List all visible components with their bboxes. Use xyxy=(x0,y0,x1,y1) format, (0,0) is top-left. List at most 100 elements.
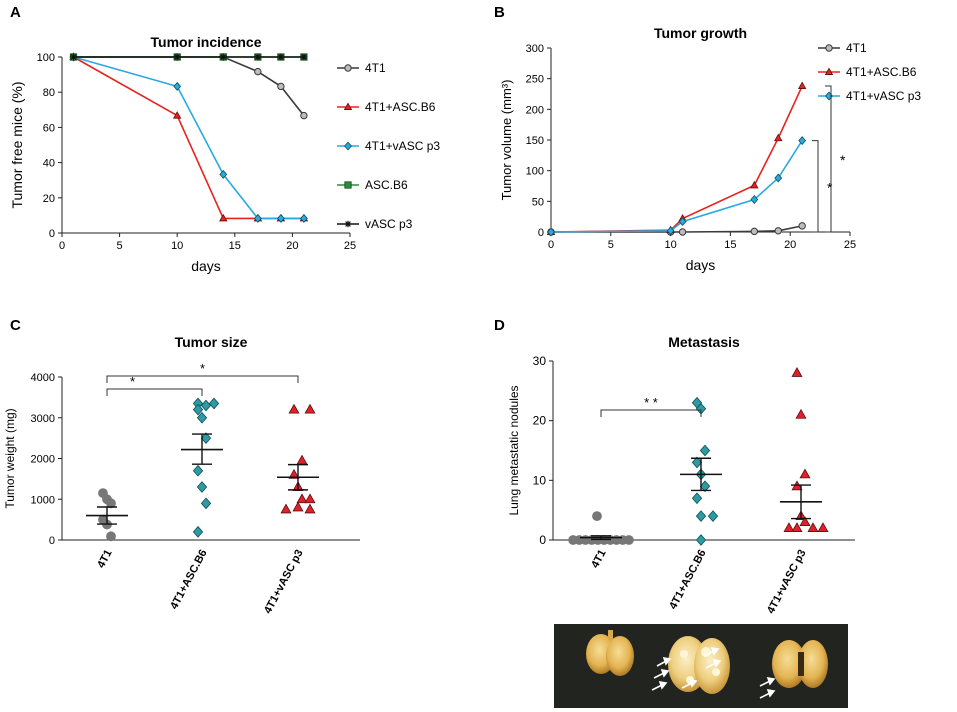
data-point xyxy=(592,511,602,522)
data-point xyxy=(106,531,116,542)
data-point xyxy=(678,217,687,227)
data-point xyxy=(624,535,634,545)
y-tick-label: 20 xyxy=(43,193,55,205)
data-point xyxy=(172,111,182,119)
significance-label: * xyxy=(130,374,135,389)
significance-label: * * xyxy=(644,395,658,410)
lung-photo xyxy=(554,624,848,708)
data-point xyxy=(699,444,711,457)
data-point xyxy=(173,81,182,91)
y-tick-label: 80 xyxy=(43,87,55,99)
data-point xyxy=(707,510,719,523)
y-tick-label: 3000 xyxy=(31,413,55,425)
y-tick-label: 100 xyxy=(37,52,55,64)
significance-label: * xyxy=(840,152,846,168)
y-tick-label: 300 xyxy=(526,43,544,55)
y-axis-label: Tumor free mice (%) xyxy=(9,81,25,208)
chart-title: Tumor incidence xyxy=(151,34,262,50)
significance-bracket xyxy=(825,85,832,233)
y-tick-label: 60 xyxy=(43,122,55,134)
legend-label: vASC p3 xyxy=(365,217,413,231)
data-point xyxy=(277,53,285,61)
data-point xyxy=(196,411,208,424)
legend-marker xyxy=(344,220,352,228)
y-tick-label: 40 xyxy=(43,158,55,170)
x-category-label: 4T1+ASC.B6 xyxy=(168,548,209,612)
legend-label: 4T1+vASC p3 xyxy=(846,89,921,103)
series-line-4T1+ASC.B6 xyxy=(550,85,803,233)
legend-marker xyxy=(344,141,352,151)
data-point xyxy=(254,67,262,76)
data-point xyxy=(280,503,292,514)
panel-d-metastasis-chart: Metastasis 0 10 20 30 Lung metastatic nodules… xyxy=(507,334,855,616)
y-tick-label: 0 xyxy=(49,535,55,547)
star-stroke xyxy=(220,54,227,60)
data-point xyxy=(304,493,316,504)
data-point xyxy=(192,464,204,477)
data-point xyxy=(70,53,77,61)
data-point xyxy=(817,522,829,532)
x-tick-label: 15 xyxy=(229,240,241,252)
data-point xyxy=(695,534,707,546)
legend-marker xyxy=(344,181,352,189)
x-tick-label: 5 xyxy=(608,239,614,251)
significance-bracket xyxy=(600,409,702,417)
panel-c-tumor-size-chart: Tumor size 0 1000 2000 3000 4000 Tumor weight … xyxy=(3,334,360,616)
x-category-label: 4T1+vASC p3 xyxy=(262,548,306,616)
x-category-label: 4T1+ASC.B6 xyxy=(667,548,708,612)
data-point xyxy=(791,367,803,377)
x-tick-label: 15 xyxy=(724,239,736,251)
chart-title: Metastasis xyxy=(668,334,740,350)
data-point xyxy=(296,493,308,504)
data-point xyxy=(774,173,783,183)
data-point xyxy=(798,222,806,230)
chart-title: Tumor growth xyxy=(654,25,747,41)
y-axis-label: Tumor weight (mg) xyxy=(3,408,17,508)
star-stroke xyxy=(174,54,181,60)
x-tick-label: 20 xyxy=(286,240,298,252)
x-category-label: 4T1 xyxy=(95,548,115,570)
y-tick-label: 2000 xyxy=(31,454,55,466)
data-point xyxy=(304,503,316,514)
y-tick-label: 200 xyxy=(526,104,544,116)
data-point xyxy=(253,213,262,223)
data-point xyxy=(192,525,204,538)
legend-marker xyxy=(343,102,353,110)
significance-label: * xyxy=(200,361,205,376)
significance-bracket xyxy=(106,388,203,396)
data-point xyxy=(750,227,759,236)
y-tick-label: 100 xyxy=(526,166,544,178)
data-point xyxy=(276,213,285,223)
panel-a-tumor-incidence-chart: Tumor incidence 0 5 10 15 20 25 0 20 40 60 80 100 day… xyxy=(9,34,440,274)
y-axis-label: Lung metastatic nodules xyxy=(507,385,521,515)
data-point xyxy=(799,516,811,527)
data-point xyxy=(196,481,208,493)
y-tick-label: 30 xyxy=(533,354,547,368)
metastasis-arrows xyxy=(651,646,776,699)
data-point xyxy=(300,53,308,61)
data-point xyxy=(695,510,707,523)
data-point xyxy=(296,454,308,465)
y-tick-label: 20 xyxy=(533,414,547,428)
x-tick-label: 0 xyxy=(59,240,65,252)
significance-bracket xyxy=(812,140,819,233)
series-line-4T1+ASC.B6 xyxy=(73,56,304,220)
x-tick-label: 10 xyxy=(171,240,183,252)
legend-label: 4T1+vASC p3 xyxy=(365,139,440,153)
y-tick-label: 4000 xyxy=(31,372,55,384)
lung-4t1-vasc-p3 xyxy=(772,640,828,688)
data-point xyxy=(774,227,782,235)
x-axis-label: days xyxy=(191,258,221,274)
data-point xyxy=(106,498,116,509)
data-point xyxy=(219,213,228,222)
star-stroke xyxy=(345,221,351,227)
data-point xyxy=(300,111,308,120)
x-tick-label: 25 xyxy=(344,240,356,252)
data-point xyxy=(666,226,675,236)
x-tick-label: 5 xyxy=(117,240,123,252)
data-point xyxy=(220,53,227,61)
x-category-label: 4T1 xyxy=(589,548,609,570)
star-stroke xyxy=(301,54,307,60)
